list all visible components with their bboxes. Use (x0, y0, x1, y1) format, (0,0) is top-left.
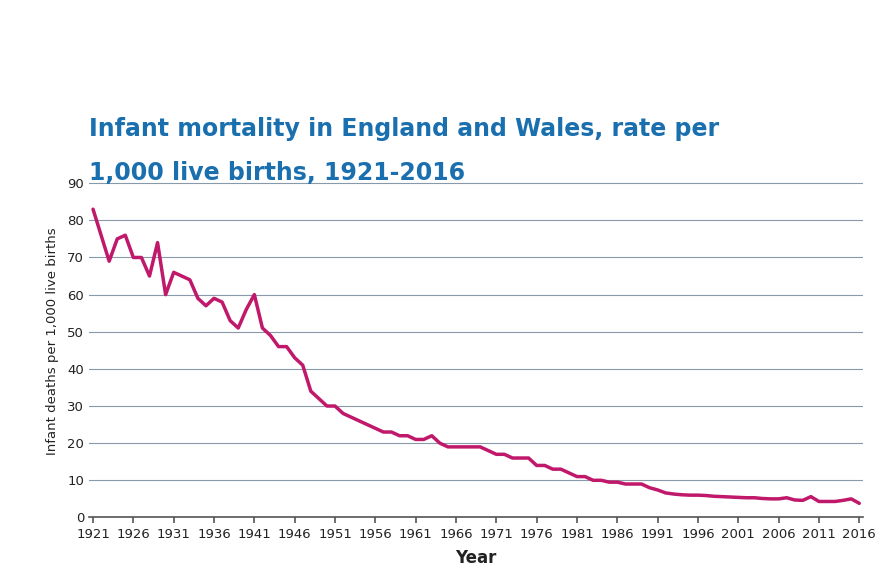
X-axis label: Year: Year (456, 549, 497, 567)
Text: 1,000 live births, 1921-2016: 1,000 live births, 1921-2016 (89, 161, 465, 185)
Y-axis label: Infant deaths per 1,000 live births: Infant deaths per 1,000 live births (46, 227, 59, 455)
Text: Infant mortality in England and Wales, rate per: Infant mortality in England and Wales, r… (89, 117, 719, 141)
